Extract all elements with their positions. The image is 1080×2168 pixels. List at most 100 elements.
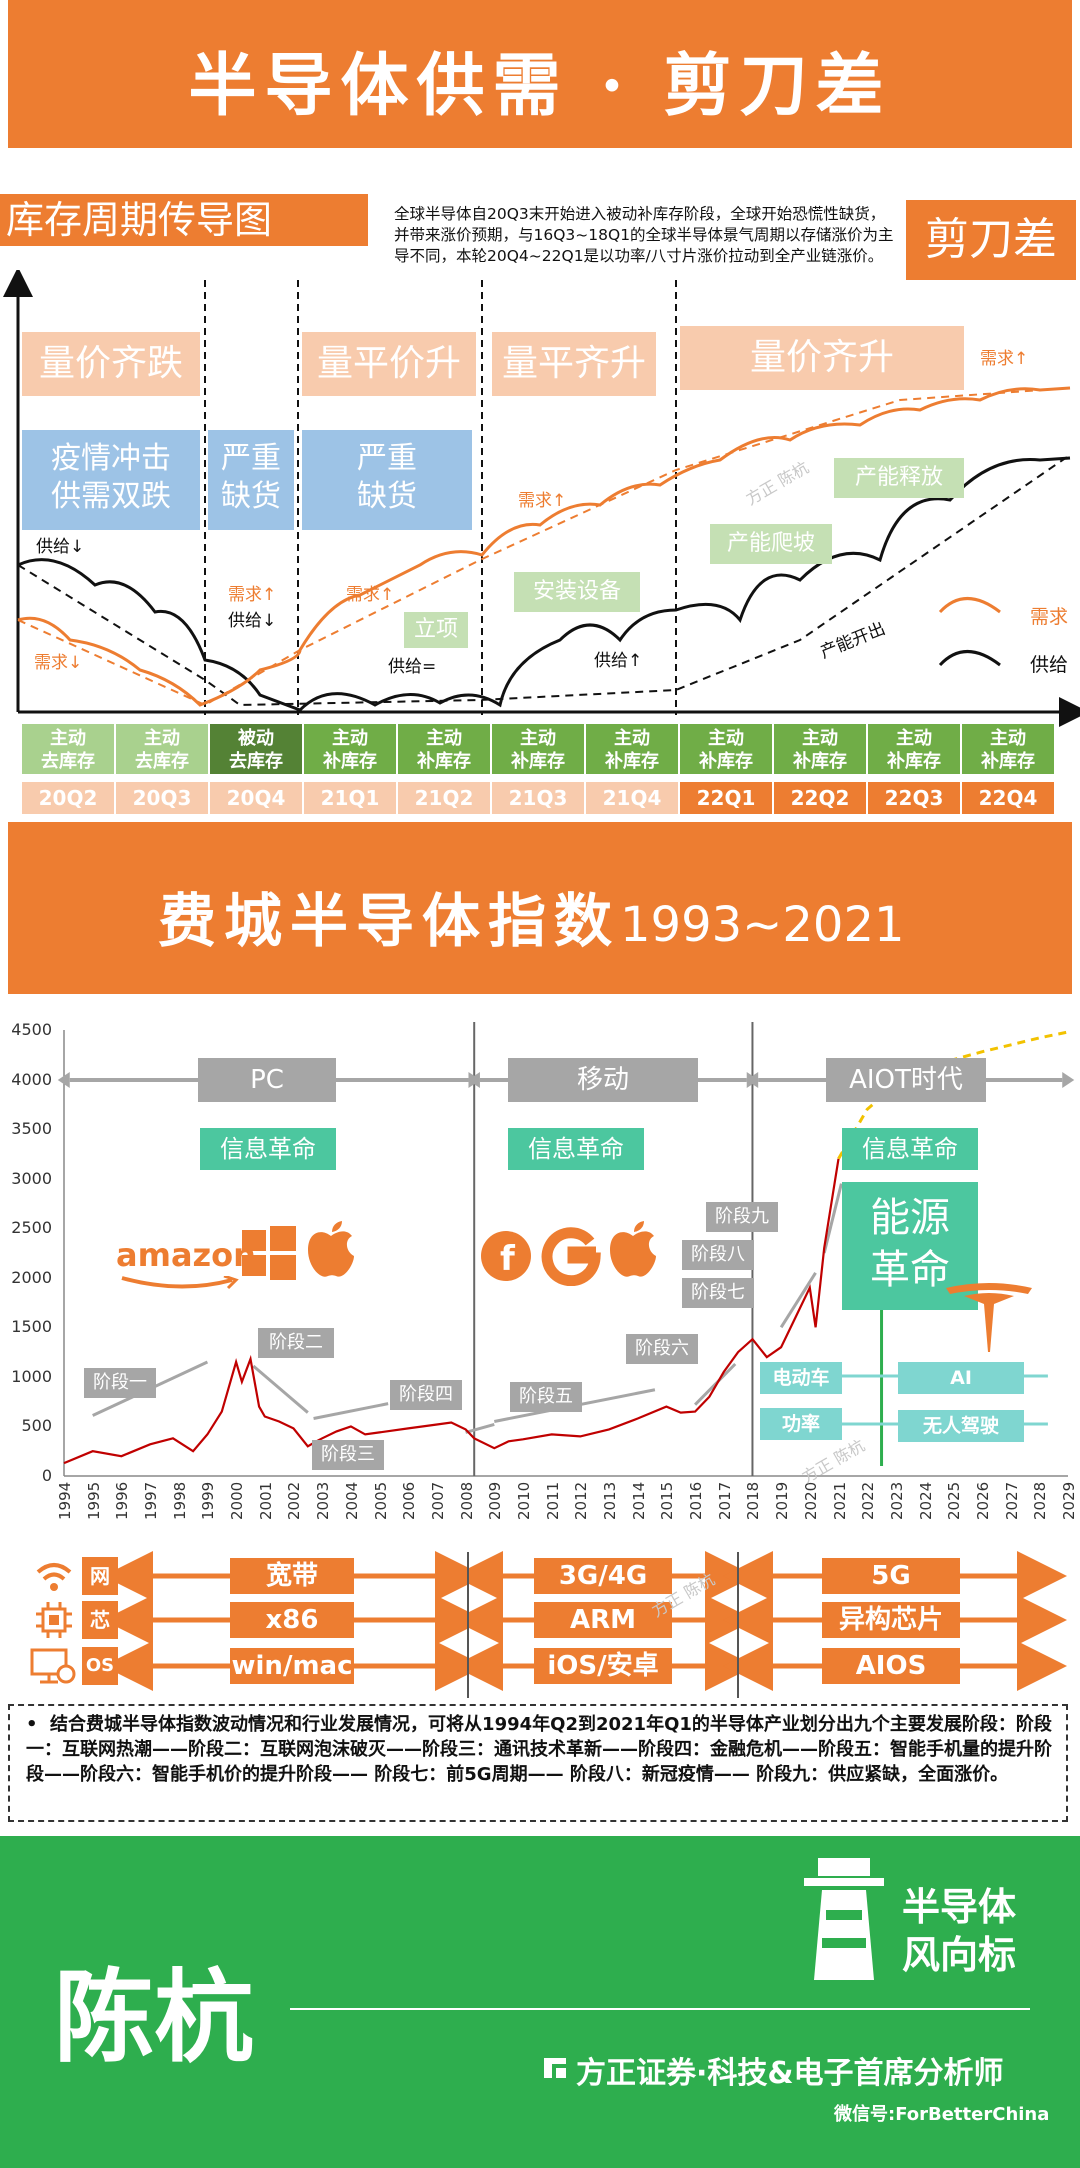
quarter-label: 21Q2 (398, 782, 490, 814)
org-line: 方正证券·科技&电子首席分析师 (576, 2056, 1004, 2091)
annotation: 供给= (388, 657, 437, 677)
stage-label: 阶段三 (312, 1440, 384, 1470)
tech-row-label: 网 (82, 1557, 118, 1595)
x-tick-label: 2006 (400, 1481, 419, 1520)
phase-label: 量平价升 (302, 332, 476, 396)
aiot-tag: AI (898, 1362, 1024, 1394)
footer-divider (290, 2008, 1030, 2010)
green-box: 产能爬坡 (710, 524, 832, 564)
blue-box: 严重 缺货 (302, 430, 472, 530)
section-subtitle: 库存周期传导图 (0, 194, 368, 246)
green-box: 立项 (404, 612, 468, 648)
era-label: PC (198, 1058, 336, 1102)
inventory-state: 主动 去库存 (22, 724, 114, 774)
x-tick-label: 1998 (170, 1481, 189, 1520)
quarter-label: 21Q1 (304, 782, 396, 814)
inventory-state: 主动 补库存 (868, 724, 960, 774)
trend-arrow (694, 1362, 737, 1406)
brand-line1: 半导体 (902, 1885, 1017, 1929)
x-tick-label: 1996 (113, 1481, 132, 1520)
x-tick-label: 2012 (572, 1481, 591, 1520)
y-tick-label: 500 (21, 1416, 52, 1436)
x-tick-label: 2018 (744, 1481, 763, 1520)
x-tick-label: 2027 (1002, 1481, 1021, 1520)
amazon-logo: amazon (116, 1236, 256, 1274)
trend-arrow (313, 1402, 389, 1420)
annotation: 需求↑ (518, 491, 567, 511)
phase-label: 量平齐升 (492, 332, 656, 396)
blue-box: 疫情冲击 供需双跌 (22, 430, 200, 530)
annotation: 供给↓ (36, 537, 85, 557)
inventory-state: 主动 补库存 (492, 724, 584, 774)
y-tick-label: 0 (41, 1466, 52, 1485)
stage-label: 阶段六 (626, 1334, 698, 1364)
aiot-tag: 无人驾驶 (898, 1410, 1024, 1442)
apple-icon (610, 1221, 656, 1277)
inventory-state: 被动 去库存 (210, 724, 302, 774)
conclusion-box: • 结合费城半导体指数波动情况和行业发展情况，可将从1994年Q2到2021年Q… (8, 1704, 1068, 1822)
x-tick-label: 2013 (601, 1481, 620, 1520)
stage-label: 阶段一 (84, 1368, 156, 1398)
x-tick-label: 1997 (142, 1481, 161, 1520)
quarter-label: 20Q4 (210, 782, 302, 814)
tesla-icon (946, 1283, 1032, 1352)
conclusion-text: 结合费城半导体指数波动情况和行业发展情况，可将从1994年Q2到2021年Q1的… (26, 1714, 1052, 1785)
quarter-label: 21Q3 (492, 782, 584, 814)
supply-trend (17, 454, 1071, 707)
tech-item: iOS/安卓 (534, 1648, 672, 1684)
x-tick-label: 2024 (916, 1481, 935, 1520)
x-tick-label: 2007 (428, 1481, 447, 1520)
x-tick-label: 2020 (801, 1481, 820, 1520)
sox-title: 费城半导体指数1993~2021 (158, 874, 905, 958)
x-tick-label: 1994 (56, 1481, 74, 1520)
sox-title-cn: 费城半导体指数 (158, 887, 621, 955)
chip-icon (36, 1602, 72, 1638)
windows-icon (242, 1226, 296, 1280)
y-tick-label: 1500 (11, 1317, 52, 1337)
google-icon (541, 1227, 601, 1286)
x-tick-label: 2025 (945, 1481, 964, 1520)
green-box: 安装设备 (514, 572, 640, 612)
supply-curve (17, 456, 1071, 712)
annotation: 供给↓ (228, 611, 277, 631)
tech-item: x86 (230, 1602, 354, 1638)
x-tick-label: 2016 (687, 1481, 706, 1520)
aiot-tag: 电动车 (760, 1362, 842, 1394)
x-tick-label: 2011 (543, 1481, 562, 1520)
footer: 陈杭 半导体 风向标 方正证券·科技&电子首席分析师 微信号:ForBetter… (0, 1836, 1080, 2168)
x-tick-label: 1995 (84, 1481, 103, 1520)
x-tick-label: 2026 (973, 1481, 992, 1520)
aiot-tag: 功率 (760, 1408, 842, 1440)
founder-logo-icon (544, 2058, 566, 2078)
tech-item: 异构芯片 (822, 1602, 960, 1638)
inventory-state: 主动 补库存 (680, 724, 772, 774)
x-tick-label: 2001 (256, 1481, 275, 1520)
x-tick-label: 2002 (285, 1481, 304, 1520)
inventory-state: 主动 补库存 (586, 724, 678, 774)
x-tick-label: 1999 (199, 1481, 218, 1520)
era-label: AIOT时代 (826, 1058, 986, 1102)
x-tick-label: 2010 (514, 1481, 533, 1520)
stage-label: 阶段八 (682, 1240, 754, 1270)
era-arrow-head (746, 1072, 759, 1088)
inventory-cycle-diagram (2, 270, 1080, 727)
x-tick-label: 2000 (228, 1481, 247, 1520)
annotation: 需求↑ (228, 585, 277, 605)
tech-item: 3G/4G (534, 1558, 672, 1594)
era-label: 移动 (508, 1058, 698, 1102)
tech-item: AIOS (822, 1648, 960, 1684)
x-tick-label: 2017 (715, 1481, 734, 1520)
revolution-label: 信息革命 (508, 1128, 644, 1170)
legend-supply-label: 供给 (1030, 654, 1069, 676)
trend-arrow (465, 1423, 495, 1434)
blue-box: 严重 缺货 (208, 430, 294, 530)
x-tick-label: 2028 (1031, 1481, 1050, 1520)
x-tick-label: 2023 (887, 1481, 906, 1520)
x-tick-label: 2009 (486, 1481, 505, 1520)
y-tick-label: 4500 (11, 1020, 52, 1039)
trend-arrow (252, 1364, 309, 1414)
svg-text:f: f (500, 1239, 516, 1279)
tech-item: 5G (822, 1558, 960, 1594)
tech-item: 宽带 (230, 1558, 354, 1594)
sox-banner: 费城半导体指数1993~2021 (8, 822, 1072, 994)
